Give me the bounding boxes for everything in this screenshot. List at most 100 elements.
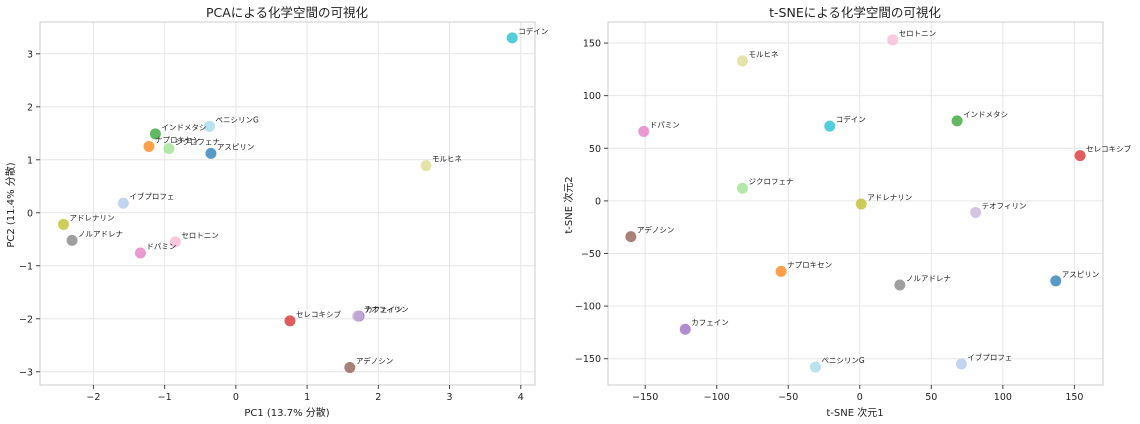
tsne-xtick-label: −100 <box>704 392 730 403</box>
pca-point-label: ペニシリンG <box>216 115 259 124</box>
pca-point-label: イブプロフェ <box>129 191 174 201</box>
tsne-title: t-SNEによる化学空間の可視化 <box>769 5 941 20</box>
pca-point-label: ノルアドレナ <box>78 229 123 238</box>
pca-point-label: アスピリン <box>217 142 255 151</box>
tsne-point-label: ジクロフェナ <box>748 177 793 186</box>
pca-ytick-label: 3 <box>27 49 33 60</box>
pca-point-label: セレコキシブ <box>296 309 341 319</box>
pca-xtick-label: 0 <box>233 392 239 403</box>
pca-xtick-label: −2 <box>86 392 100 403</box>
tsne-point-label: アデノシン <box>637 225 675 235</box>
tsne-plot-frame <box>607 21 1104 386</box>
pca-point <box>117 197 129 209</box>
pca-xlabel: PC1 (13.7% 分散) <box>244 406 329 419</box>
tsne-point <box>894 279 906 291</box>
tsne-point-label: セロトニン <box>899 29 937 38</box>
pca-ylabel: PC2 (11.4% 分散) <box>4 162 17 247</box>
pca-xtick-label: 3 <box>447 392 453 403</box>
pca-point <box>352 310 364 322</box>
tsne-point-label: カフェイン <box>691 318 729 327</box>
tsne-ytick-label: 50 <box>589 144 601 155</box>
pca-ytick-label: −3 <box>19 367 33 378</box>
pca-point <box>149 128 161 140</box>
tsne-point-label: イブプロフェ <box>967 352 1012 362</box>
tsne-point <box>638 125 650 137</box>
tsne-point-label: セレコキシブ <box>1086 144 1131 154</box>
pca-point-label: ナプロキセン <box>155 136 200 145</box>
pca-ytick-label: 0 <box>27 208 33 219</box>
tsne-point <box>736 55 748 67</box>
tsne-ytick-label: −150 <box>575 354 601 365</box>
tsne-point <box>1074 150 1086 162</box>
tsne-xtick-label: 100 <box>994 392 1012 403</box>
tsne-ytick-label: −100 <box>575 302 601 313</box>
tsne-point <box>824 120 836 132</box>
tsne-point-label: ナプロキセン <box>787 260 832 269</box>
tsne-xtick-label: 150 <box>1065 392 1083 403</box>
pca-grid <box>40 22 535 385</box>
pca-point-label: ジクロフェナ <box>175 138 220 147</box>
tsne-point <box>679 323 691 335</box>
pca-xtick-label: 2 <box>375 392 381 403</box>
tsne-panel: t-SNEによる化学空間の可視化 t-SNE 次元1 t-SNE 次元2 −15… <box>562 5 1132 419</box>
pca-point <box>344 362 356 374</box>
tsne-point <box>1050 275 1062 287</box>
pca-point-label: ドパミン <box>146 242 176 251</box>
tsne-point-label: アドレナリン <box>867 193 912 202</box>
pca-point-label: アデノシン <box>356 356 394 366</box>
tsne-point-label: ペニシリンG <box>821 356 864 365</box>
pca-point <box>163 143 175 155</box>
tsne-point <box>775 265 787 277</box>
pca-point-label: テオフィリン <box>364 305 409 314</box>
pca-panel: PCAによる化学空間の可視化 PC1 (13.7% 分散) PC2 (11.4%… <box>4 5 548 419</box>
pca-point <box>204 120 216 132</box>
pca-point-label: モルヒネ <box>432 155 462 164</box>
pca-xtick-label: −1 <box>158 392 172 403</box>
tsne-point-label: ドパミン <box>650 120 680 129</box>
pca-point-label: カフェイン <box>365 305 403 314</box>
tsne-xtick-label: 0 <box>857 392 863 403</box>
tsne-point-label: アスピリン <box>1062 270 1100 279</box>
tsne-ytick-label: −50 <box>581 249 601 260</box>
tsne-point-label: ノルアドレナ <box>906 274 951 283</box>
tsne-point-label: モルヒネ <box>748 50 778 59</box>
tsne-ylabel: t-SNE 次元2 <box>562 176 575 233</box>
pca-point <box>58 218 70 230</box>
tsne-point-label: インドメタシ <box>963 110 1008 119</box>
pca-point <box>169 236 181 248</box>
tsne-point <box>970 206 982 218</box>
tsne-xtick-label: −50 <box>778 392 798 403</box>
tsne-ytick-label: 100 <box>583 91 601 102</box>
pca-point <box>143 141 155 153</box>
pca-point-label: セロトニン <box>181 231 219 240</box>
pca-ytick-label: −1 <box>19 261 33 272</box>
tsne-point <box>951 115 963 127</box>
pca-plot-frame <box>39 21 536 386</box>
pca-xtick-label: 4 <box>518 392 524 403</box>
pca-point <box>284 315 296 327</box>
tsne-ytick-label: 150 <box>583 39 601 50</box>
pca-point <box>66 234 78 246</box>
tsne-point <box>855 198 867 210</box>
tsne-point <box>736 182 748 194</box>
pca-point <box>420 160 432 172</box>
pca-point <box>506 32 518 44</box>
pca-ytick-label: 2 <box>27 102 33 113</box>
pca-xtick-label: 1 <box>304 392 310 403</box>
tsne-point <box>809 361 821 373</box>
tsne-xtick-label: −150 <box>632 392 658 403</box>
pca-point <box>134 247 146 259</box>
pca-point <box>205 147 217 159</box>
tsne-xtick-label: 50 <box>925 392 937 403</box>
pca-ytick-label: 1 <box>27 155 33 166</box>
pca-ytick-label: −2 <box>19 314 33 325</box>
tsne-point <box>625 231 637 243</box>
tsne-point-label: コデイン <box>836 114 866 124</box>
tsne-point-label: テオフィリン <box>982 201 1027 210</box>
pca-title: PCAによる化学空間の可視化 <box>206 5 368 20</box>
pca-point-label: インドメタシ <box>161 123 206 132</box>
tsne-ytick-label: 0 <box>595 196 601 207</box>
